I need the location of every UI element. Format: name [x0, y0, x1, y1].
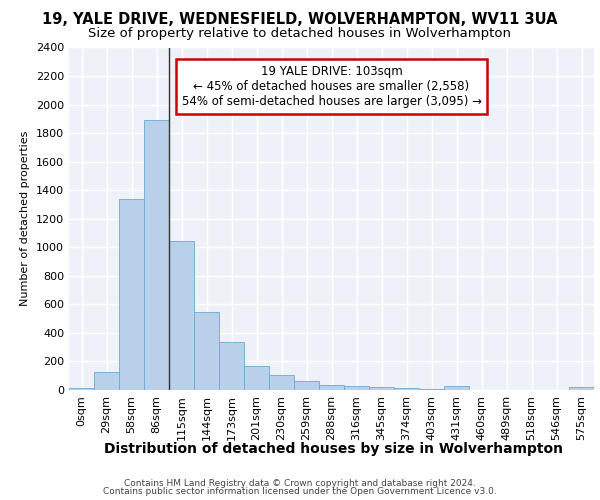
Bar [194, 312, 219, 390]
Bar [69, 388, 94, 390]
Bar [319, 384, 344, 390]
Bar [119, 199, 144, 390]
Y-axis label: Number of detached properties: Number of detached properties [20, 131, 31, 306]
Bar [444, 386, 469, 390]
Bar [169, 241, 194, 390]
Text: Contains public sector information licensed under the Open Government Licence v3: Contains public sector information licen… [103, 487, 497, 496]
Text: Distribution of detached houses by size in Wolverhampton: Distribution of detached houses by size … [104, 442, 563, 456]
Text: Contains HM Land Registry data © Crown copyright and database right 2024.: Contains HM Land Registry data © Crown c… [124, 478, 476, 488]
Bar [144, 120, 169, 390]
Bar [344, 386, 369, 390]
Bar [244, 366, 269, 390]
Bar [219, 342, 244, 390]
Bar [269, 374, 294, 390]
Bar [369, 387, 394, 390]
Bar [569, 388, 594, 390]
Text: 19, YALE DRIVE, WEDNESFIELD, WOLVERHAMPTON, WV11 3UA: 19, YALE DRIVE, WEDNESFIELD, WOLVERHAMPT… [42, 12, 558, 28]
Text: 19 YALE DRIVE: 103sqm
← 45% of detached houses are smaller (2,558)
54% of semi-d: 19 YALE DRIVE: 103sqm ← 45% of detached … [182, 64, 482, 108]
Text: Size of property relative to detached houses in Wolverhampton: Size of property relative to detached ho… [89, 28, 511, 40]
Bar [394, 388, 419, 390]
Bar [294, 380, 319, 390]
Bar [94, 372, 119, 390]
